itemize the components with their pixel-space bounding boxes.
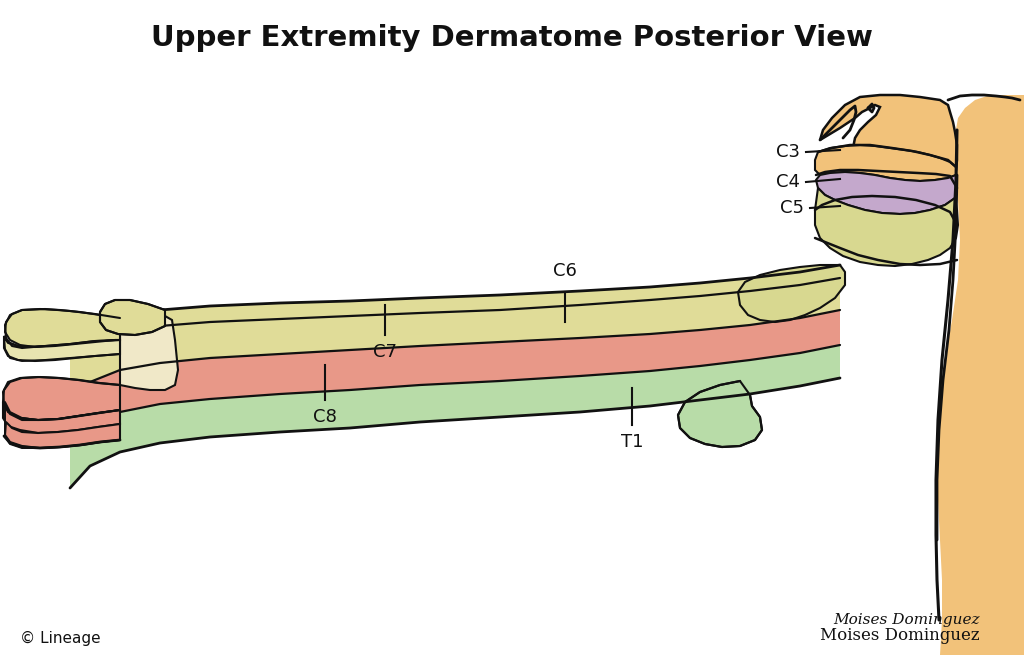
Text: Moises Dominguez: Moises Dominguez (820, 627, 980, 645)
Polygon shape (70, 310, 840, 445)
Polygon shape (816, 172, 957, 214)
Text: C3: C3 (776, 143, 800, 161)
Polygon shape (70, 345, 840, 488)
Text: C8: C8 (313, 408, 337, 426)
Text: C7: C7 (373, 343, 397, 361)
Polygon shape (100, 300, 165, 335)
Polygon shape (70, 278, 840, 400)
Text: C4: C4 (776, 173, 800, 191)
Polygon shape (738, 265, 845, 322)
Text: Upper Extremity Dermatome Posterior View: Upper Extremity Dermatome Posterior View (152, 24, 872, 52)
Polygon shape (815, 145, 956, 181)
Polygon shape (938, 95, 1024, 655)
Polygon shape (5, 422, 120, 448)
Polygon shape (70, 265, 840, 358)
Polygon shape (678, 381, 762, 447)
Polygon shape (120, 316, 178, 390)
Polygon shape (5, 309, 120, 347)
Polygon shape (3, 377, 120, 420)
Text: T1: T1 (621, 433, 643, 451)
Polygon shape (815, 188, 958, 266)
Polygon shape (3, 402, 120, 433)
Text: C6: C6 (553, 262, 577, 280)
Text: C5: C5 (780, 199, 804, 217)
Polygon shape (4, 336, 120, 361)
Text: Moises Dominguez: Moises Dominguez (834, 613, 980, 627)
Polygon shape (820, 95, 957, 188)
Text: © Lineage: © Lineage (20, 631, 100, 646)
